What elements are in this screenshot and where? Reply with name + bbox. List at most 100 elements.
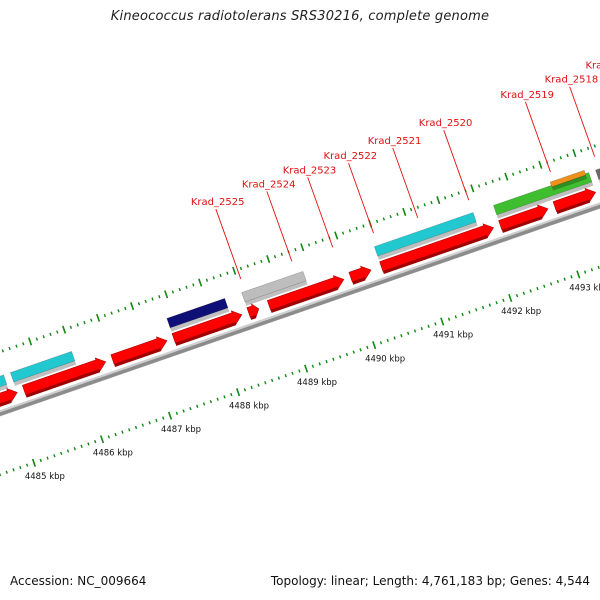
tick-mark — [280, 252, 283, 256]
gene-label: Krad_2520 — [419, 118, 473, 129]
tick-mark — [66, 449, 70, 453]
tick-mark — [35, 337, 39, 341]
tick-mark — [386, 338, 389, 343]
tick-mark — [121, 430, 124, 434]
tick-mark — [502, 298, 505, 303]
accession-text: Accession: NC_009664 — [10, 574, 147, 588]
tick-mark — [393, 336, 396, 340]
tick-mark — [202, 402, 206, 406]
tick-mark — [475, 308, 478, 312]
scale-label: 4486 kbp — [93, 448, 133, 458]
tick-mark — [60, 451, 63, 456]
tick-mark — [570, 275, 573, 279]
tick-mark — [103, 313, 107, 318]
tick-mark — [83, 320, 86, 325]
feature-bar-shade — [0, 384, 9, 391]
page-title: Kineococcus radiotolerans SRS30216, comp… — [110, 9, 490, 24]
tick-mark — [90, 318, 93, 322]
tick-mark — [260, 259, 263, 264]
cds-arrow — [379, 223, 494, 272]
tick-mark — [8, 346, 11, 351]
cds-arrow — [266, 275, 345, 311]
label-leader — [443, 130, 470, 201]
tick-mark — [99, 435, 105, 444]
gene-label: Krad_2518 — [545, 75, 599, 86]
cds-arrow — [348, 265, 372, 283]
cds-arrow-shade — [501, 216, 543, 233]
tick-mark — [566, 153, 569, 158]
tick-mark — [515, 294, 519, 298]
tick-mark — [427, 324, 430, 328]
tick-mark — [338, 355, 342, 359]
feature-bar — [595, 168, 600, 180]
tick-mark — [76, 323, 79, 327]
label-leader — [348, 162, 374, 234]
tick-mark — [552, 158, 556, 162]
tick-mark — [409, 207, 413, 212]
tick-mark — [141, 423, 144, 427]
gene-label: Krad_2519 — [500, 90, 554, 101]
tick-mark — [110, 311, 113, 315]
tick-mark — [26, 463, 29, 467]
tick-mark — [382, 217, 386, 221]
tick-mark — [107, 435, 110, 439]
feature-bar-shade — [170, 307, 230, 332]
tick-mark — [498, 177, 501, 181]
tick-mark — [257, 383, 260, 387]
cds-arrow-shade — [270, 286, 339, 313]
tick-mark — [236, 388, 241, 397]
feature-bar — [549, 169, 587, 188]
feature-bar — [0, 374, 8, 388]
tick-mark — [583, 270, 587, 274]
tick-mark — [457, 191, 460, 195]
tick-mark — [15, 344, 18, 348]
tick-mark — [454, 315, 457, 319]
tick-mark — [332, 357, 335, 361]
tick-mark — [518, 170, 522, 174]
tick-mark — [39, 458, 42, 463]
tick-mark — [192, 283, 195, 287]
tick-mark — [124, 306, 127, 311]
tick-mark — [69, 325, 73, 329]
tick-mark — [189, 407, 192, 411]
tick-mark — [379, 341, 383, 345]
gene-label: Krad_2517 — [585, 61, 600, 72]
tick-mark — [294, 247, 297, 252]
tick-mark — [246, 264, 249, 268]
tick-mark — [522, 291, 526, 295]
tick-mark — [511, 172, 515, 176]
tick-mark — [223, 395, 226, 399]
label-leader — [307, 177, 334, 248]
tick-mark — [62, 325, 67, 334]
tick-mark — [277, 376, 281, 380]
gene-label: Krad_2525 — [191, 197, 245, 208]
tick-mark — [477, 184, 481, 188]
tick-mark — [298, 369, 301, 373]
tick-mark — [318, 362, 321, 366]
tick-mark — [130, 302, 135, 311]
tick-mark — [182, 409, 185, 413]
tick-mark — [196, 404, 199, 408]
feature-bars — [0, 168, 600, 391]
tick-mark — [164, 290, 169, 299]
tick-mark — [450, 193, 454, 198]
tick-mark — [198, 278, 203, 287]
tick-mark — [178, 287, 181, 292]
tick-mark — [341, 231, 345, 235]
cds-arrow-shade — [556, 199, 591, 214]
tick-mark — [481, 305, 485, 310]
tick-mark — [345, 352, 349, 357]
scale-label: 4491 kbp — [433, 331, 473, 341]
tick-mark — [504, 172, 509, 181]
tick-mark — [311, 364, 315, 368]
genome-summary-text: Topology: linear; Length: 4,761,183 bp; … — [270, 574, 590, 588]
tick-mark — [171, 290, 175, 294]
tick-mark — [128, 428, 131, 432]
scale-label: 4485 kbp — [25, 472, 65, 482]
tick-mark — [389, 214, 392, 219]
tick-mark — [538, 160, 543, 169]
tick-mark — [593, 144, 596, 148]
feature-bar — [241, 270, 307, 303]
feature-bar — [9, 350, 76, 383]
